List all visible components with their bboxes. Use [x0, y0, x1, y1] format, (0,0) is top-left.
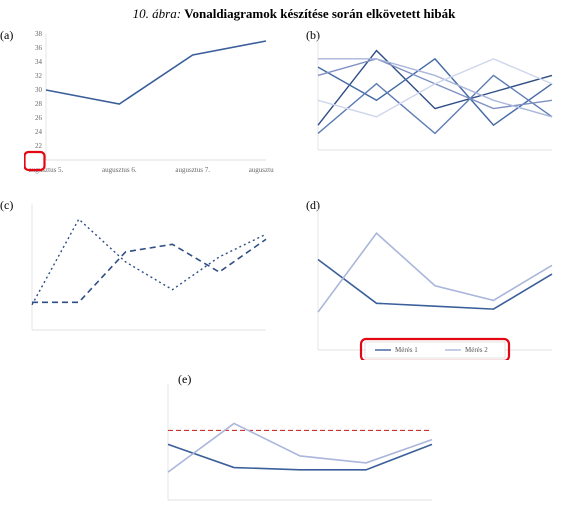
- svg-text:36: 36: [35, 44, 43, 52]
- svg-text:26: 26: [35, 114, 43, 122]
- svg-text:24: 24: [35, 128, 43, 136]
- panel-label-c: (c): [0, 198, 13, 213]
- svg-text:28: 28: [35, 100, 43, 108]
- svg-text:Mérés 2: Mérés 2: [465, 346, 488, 354]
- title-prefix: 10. ábra:: [133, 6, 181, 21]
- svg-text:32: 32: [35, 72, 43, 80]
- chart-a: 222426283032343638augusztus 5.augusztus …: [24, 30, 274, 180]
- chart-e: [160, 380, 440, 510]
- svg-text:30: 30: [35, 86, 43, 94]
- svg-text:augusztus 8.: augusztus 8.: [249, 166, 274, 174]
- svg-text:34: 34: [35, 58, 43, 66]
- svg-text:22: 22: [35, 142, 43, 150]
- svg-text:augusztus 7.: augusztus 7.: [175, 166, 210, 174]
- svg-text:38: 38: [35, 30, 43, 38]
- svg-text:Mérés 1: Mérés 1: [395, 346, 418, 354]
- chart-c: [24, 200, 274, 340]
- panel-label-a: (a): [0, 28, 13, 43]
- chart-d: Mérés 1 Mérés 2: [310, 200, 560, 360]
- chart-b: [310, 30, 560, 160]
- title-rest: Vonaldiagramok készítése során elkövetet…: [184, 6, 455, 21]
- figure-title: 10. ábra: Vonaldiagramok készítése során…: [0, 6, 588, 22]
- svg-text:augusztus 6.: augusztus 6.: [102, 166, 137, 174]
